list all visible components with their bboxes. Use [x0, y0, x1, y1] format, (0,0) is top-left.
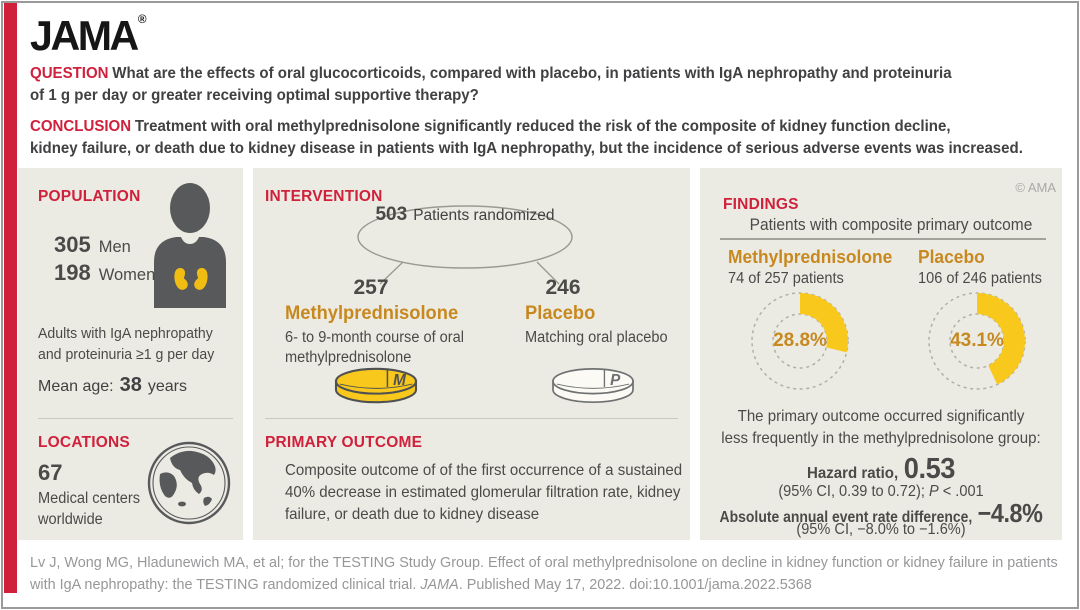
- primary-outcome-text: Composite outcome of of the first occurr…: [285, 462, 683, 523]
- p-value-symbol: P: [928, 483, 939, 500]
- citation-journal: JAMA: [420, 576, 459, 593]
- locations-count: 67: [38, 460, 63, 485]
- intervention-heading: INTERVENTION: [265, 188, 383, 205]
- women-label: Women: [98, 266, 156, 284]
- globe-icon: [147, 441, 231, 525]
- intervention-panel: INTERVENTION 503 Patients randomized 257…: [253, 168, 690, 540]
- pill-m-icon: M: [334, 367, 418, 404]
- conclusion-line2: kidney failure, or death due to kidney d…: [30, 140, 1023, 157]
- question-line1: What are the effects of oral glucocortic…: [112, 65, 952, 82]
- arm2-name: Placebo: [525, 302, 596, 324]
- intervention-divider: [265, 418, 678, 419]
- women-stat: 198 Women: [54, 260, 155, 286]
- conclusion-line1: Treatment with oral methylprednisolone s…: [134, 118, 951, 135]
- conclusion-label: CONCLUSION: [30, 118, 132, 135]
- patient-kidney-icon: [154, 183, 226, 308]
- rate-ci-line: (95% CI, −8.0% to −1.6%): [796, 521, 966, 538]
- group2-name: Placebo: [918, 246, 985, 267]
- randomized-count: 503: [375, 204, 408, 225]
- question-line2: of 1 g per day or greater receiving opti…: [30, 87, 479, 104]
- population-divider: [38, 418, 233, 419]
- findings-rule: [720, 238, 1046, 240]
- hazard-ci-line: (95% CI, 0.39 to 0.72); P < .001: [778, 483, 984, 500]
- ama-copyright: © AMA: [1015, 180, 1056, 195]
- question-label: QUESTION: [30, 65, 109, 82]
- locations-description: Medical centers worldwide: [38, 490, 141, 528]
- rate-difference-label: Absolute annual event rate difference,: [719, 509, 973, 526]
- hazard-ratio-label: Hazard ratio,: [807, 465, 899, 482]
- mean-age-label: Mean age:: [38, 378, 114, 395]
- kidneys-icon: [174, 268, 208, 290]
- conclusion-paragraph: CONCLUSION Treatment with oral methylpred…: [30, 116, 1023, 160]
- findings-heading: FINDINGS: [723, 196, 799, 213]
- women-count: 198: [54, 260, 91, 285]
- randomized-ellipse: [357, 205, 573, 269]
- hazard-ratio-line: Hazard ratio, 0.53: [711, 453, 1051, 486]
- citation-line1: Lv J, Wong MG, Hladunewich MA, et al; fo…: [30, 554, 1058, 571]
- findings-subtitle: Patients with composite primary outcome: [749, 216, 1033, 234]
- donut1-percentage: 28.8%: [773, 330, 827, 351]
- arm2-count: 246: [545, 276, 581, 299]
- citation: Lv J, Wong MG, Hladunewich MA, et al; fo…: [30, 554, 1058, 593]
- mean-age-value: 38: [119, 374, 142, 396]
- accent-bar: [4, 3, 17, 593]
- jama-logo: JAMA®: [30, 12, 146, 60]
- findings-panel: © AMA FINDINGS Patients with composite p…: [700, 168, 1062, 540]
- randomized-label: Patients randomized: [413, 207, 555, 224]
- arm2-description: Matching oral placebo: [525, 329, 668, 346]
- donut-chart-methylprednisolone: 28.8%: [745, 286, 855, 396]
- mean-age-unit: years: [147, 378, 187, 395]
- rate-difference-line: Absolute annual event rate difference, −…: [718, 498, 1044, 529]
- group2-detail: 106 of 246 patients: [918, 270, 1042, 287]
- pill-m-letter: M: [393, 372, 406, 389]
- population-panel: POPULATION 305 Men 198 Women Adults with…: [18, 168, 243, 540]
- findings-summary: The primary outcome occurred significant…: [721, 408, 1041, 447]
- men-label: Men: [98, 238, 131, 256]
- hazard-ratio-value: 0.53: [903, 453, 956, 485]
- arm1-description: 6- to 9-month course of oral methylpredn…: [285, 329, 464, 366]
- arm1-name: Methylprednisolone: [285, 302, 459, 324]
- registered-mark: ®: [137, 12, 147, 26]
- primary-outcome-heading: PRIMARY OUTCOME: [265, 434, 423, 451]
- question-paragraph: QUESTION What are the effects of oral glu…: [30, 63, 952, 107]
- arm1-count: 257: [353, 276, 389, 299]
- group1-detail: 74 of 257 patients: [728, 270, 844, 287]
- population-heading: POPULATION: [38, 188, 141, 205]
- branch-lines: [379, 261, 560, 285]
- rate-difference-value: −4.8%: [977, 498, 1043, 528]
- donut2-percentage: 43.1%: [950, 330, 1004, 351]
- jama-logo-text: JAMA: [30, 12, 139, 59]
- pill-p-letter: P: [610, 372, 621, 389]
- donut-chart-placebo: 43.1%: [922, 286, 1032, 396]
- group1-name: Methylprednisolone: [728, 246, 893, 267]
- men-count: 305: [54, 232, 91, 257]
- mean-age: Mean age: 38 years: [38, 374, 187, 397]
- locations-heading: LOCATIONS: [38, 434, 130, 451]
- population-description: Adults with IgA nephropathy and proteinu…: [38, 325, 215, 363]
- randomized-text: 503 Patients randomized: [355, 204, 575, 270]
- men-stat: 305 Men: [54, 232, 131, 258]
- pill-p-icon: P: [552, 368, 634, 404]
